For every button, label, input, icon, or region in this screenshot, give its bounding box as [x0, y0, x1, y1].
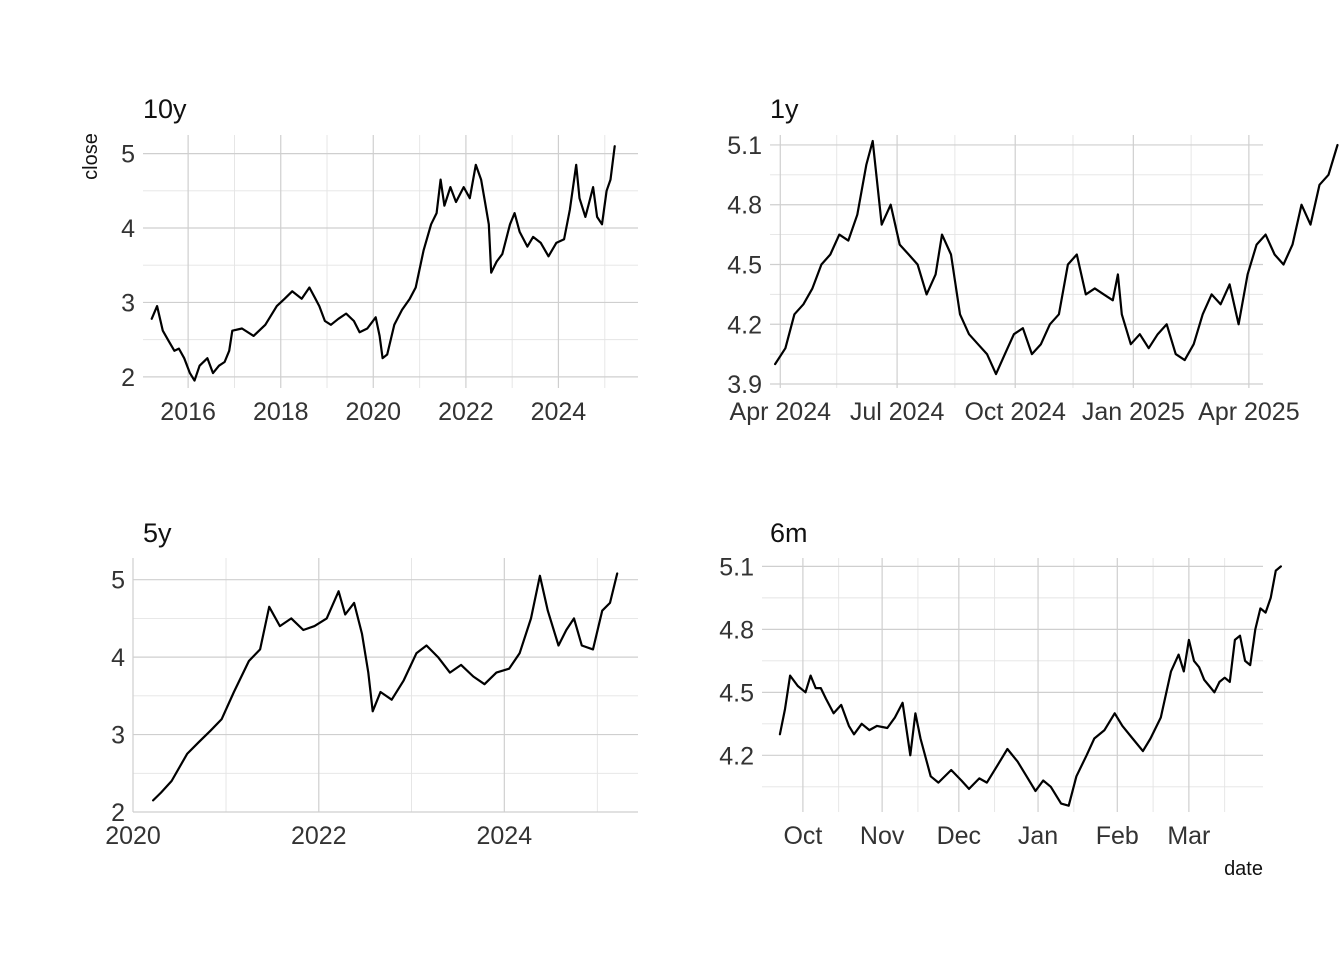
- panel-title: 5y: [143, 518, 172, 548]
- y-tick-label: 4: [111, 644, 125, 672]
- x-tick-label: Oct: [783, 822, 822, 850]
- x-tick-label: Feb: [1096, 822, 1139, 850]
- close-price-line: [150, 145, 616, 382]
- panel-title: 1y: [770, 94, 799, 124]
- y-tick-label: 4.8: [719, 616, 754, 644]
- y-tick-label: 4.5: [719, 679, 754, 707]
- x-tick-label: Dec: [937, 822, 981, 850]
- x-tick-label: Jan 2025: [1082, 398, 1185, 426]
- y-tick-label: 5.1: [719, 553, 754, 581]
- y-tick-label: 5: [111, 567, 125, 595]
- x-tick-label: 2020: [105, 822, 161, 850]
- x-axis-title: date: [1224, 858, 1263, 880]
- panel-title: 10y: [143, 94, 187, 124]
- x-tick-label: Jan: [1018, 822, 1058, 850]
- y-tick-label: 4.2: [727, 311, 762, 339]
- close-price-line: [774, 139, 1339, 376]
- x-tick-label: 2022: [291, 822, 347, 850]
- x-tick-label: 2024: [477, 822, 533, 850]
- close-price-line: [778, 565, 1282, 807]
- y-tick-label: 5: [121, 141, 135, 169]
- x-tick-label: 2018: [253, 398, 309, 426]
- panel-10y: 2 3 4 5 2016 2018 2020 2022 2024 10y close: [80, 94, 638, 426]
- y-tick-label: 4.2: [719, 742, 754, 770]
- y-tick-label: 3.9: [727, 371, 762, 399]
- x-tick-label: Jul 2024: [850, 398, 945, 426]
- y-tick-label: 4.8: [727, 192, 762, 220]
- y-tick-label: 5.1: [727, 132, 762, 160]
- y-tick-label: 4: [121, 215, 135, 243]
- y-tick-label: 2: [121, 364, 135, 392]
- panel-title: 6m: [770, 518, 808, 548]
- x-tick-label: Oct 2024: [964, 398, 1066, 426]
- panel-5y: 2 3 4 5 2020 2022 2024 5y: [105, 518, 638, 850]
- panel-1y: 3.9 4.2 4.5 4.8 5.1 Apr 2024 Jul 2024 Oct 2024 J…: [727, 94, 1339, 426]
- x-tick-label: Mar: [1167, 822, 1210, 850]
- x-tick-label: Nov: [860, 822, 905, 850]
- y-tick-label: 4.5: [727, 251, 762, 279]
- panel-6m: 4.2 4.5 4.8 5.1 Oct Nov Dec Jan Feb Mar 6m date: [719, 518, 1282, 880]
- x-tick-label: 2024: [531, 398, 587, 426]
- y-tick-label: 3: [121, 289, 135, 317]
- x-tick-label: 2022: [438, 398, 494, 426]
- x-tick-label: 2020: [345, 398, 401, 426]
- y-axis-title: close: [80, 133, 102, 180]
- x-tick-label: Apr 2024: [730, 398, 832, 426]
- y-tick-label: 2: [111, 799, 125, 827]
- y-tick-label: 3: [111, 722, 125, 750]
- x-tick-label: Apr 2025: [1198, 398, 1299, 426]
- x-tick-label: 2016: [160, 398, 216, 426]
- close-price-line: [152, 572, 619, 802]
